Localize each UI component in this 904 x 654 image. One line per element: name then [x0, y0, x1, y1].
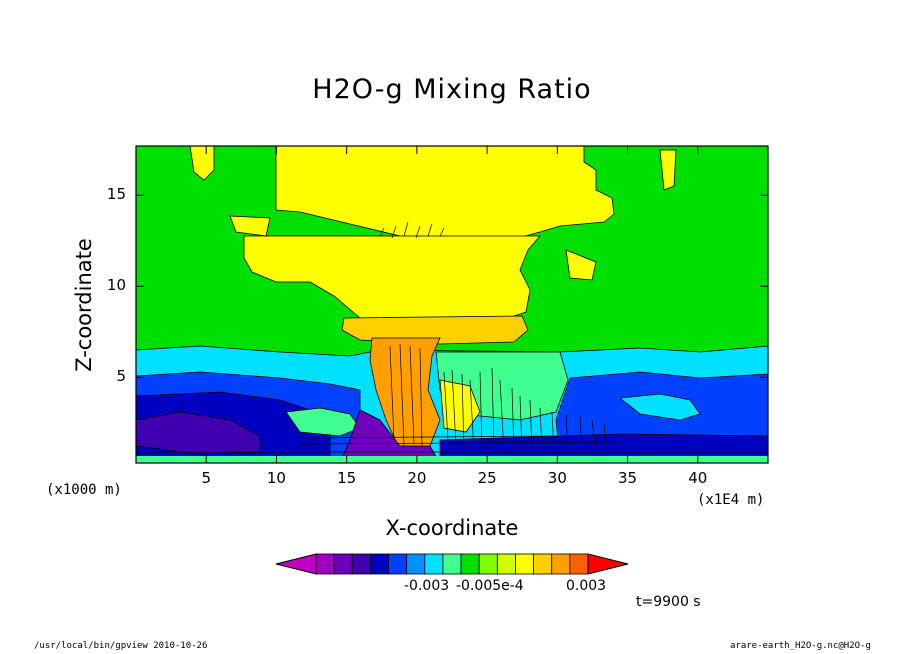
field-yellow-small-1 — [189, 146, 215, 181]
axis-tick-marks — [136, 146, 768, 463]
colorbar-swatch — [388, 553, 408, 575]
x-axis-label: X-coordinate — [385, 516, 519, 540]
colorbar — [275, 553, 629, 575]
colorbar-swatch — [496, 553, 516, 575]
field-violet — [136, 411, 261, 455]
field-yellow-small-4 — [565, 249, 597, 281]
colorbar-swatch — [333, 553, 353, 575]
colorbar-swatch — [478, 553, 498, 575]
colorbar-swatch — [442, 553, 462, 575]
x-tick-label: 10 — [266, 469, 286, 487]
footer-left: /usr/local/bin/gpview 2010-10-26 — [34, 641, 208, 651]
x-scale-note-right: (x1E4 m) — [697, 492, 765, 508]
contour-field — [136, 146, 768, 463]
colorbar-swatch — [569, 553, 589, 575]
field-bottom-strip — [136, 456, 768, 463]
colorbar-swatch — [315, 553, 335, 575]
x-tick-label: 20 — [407, 469, 427, 487]
colorbar-swatch — [515, 553, 535, 575]
colorbar-label: -0.005e-4 — [456, 578, 524, 594]
colorbar-arrow-right — [587, 553, 629, 575]
colorbar-swatch — [424, 553, 444, 575]
footer-right: arare-earth_H2O-g.nc@H2O-g — [730, 641, 871, 651]
colorbar-swatch — [351, 553, 371, 575]
colorbar-swatch — [551, 553, 571, 575]
time-label: t=9900 s — [636, 594, 701, 610]
colorbar-swatch — [406, 553, 426, 575]
x-scale-note-left: (x1000 m) — [46, 482, 122, 498]
contour-streaks — [136, 221, 768, 453]
field-cyan-pocket — [618, 393, 701, 421]
y-tick-label: 15 — [106, 185, 126, 204]
x-tick-label: 15 — [337, 469, 357, 487]
colorbar-swatch — [533, 553, 553, 575]
colorbar-arrow-left — [275, 553, 317, 575]
chart-title: H2O-g Mixing Ratio — [312, 74, 592, 105]
x-tick-label: 25 — [477, 469, 497, 487]
colorbar-swatch — [460, 553, 480, 575]
y-tick-label: 5 — [116, 367, 126, 386]
field-yellow-streak — [439, 379, 481, 433]
y-tick-label: 10 — [106, 276, 126, 295]
colorbar-label: -0.003 — [404, 578, 450, 594]
plot-frame — [135, 145, 769, 464]
field-yellow-top — [275, 146, 615, 239]
colorbar-swatch — [369, 553, 389, 575]
field-yellow-small-3 — [229, 215, 271, 237]
x-tick-label: 5 — [201, 469, 211, 487]
x-tick-label: 40 — [688, 469, 708, 487]
field-light-orange — [341, 315, 529, 345]
x-tick-label: 30 — [547, 469, 567, 487]
x-tick-label: 35 — [618, 469, 638, 487]
colorbar-label: 0.003 — [566, 578, 607, 594]
field-yellow-small-2 — [659, 149, 677, 191]
